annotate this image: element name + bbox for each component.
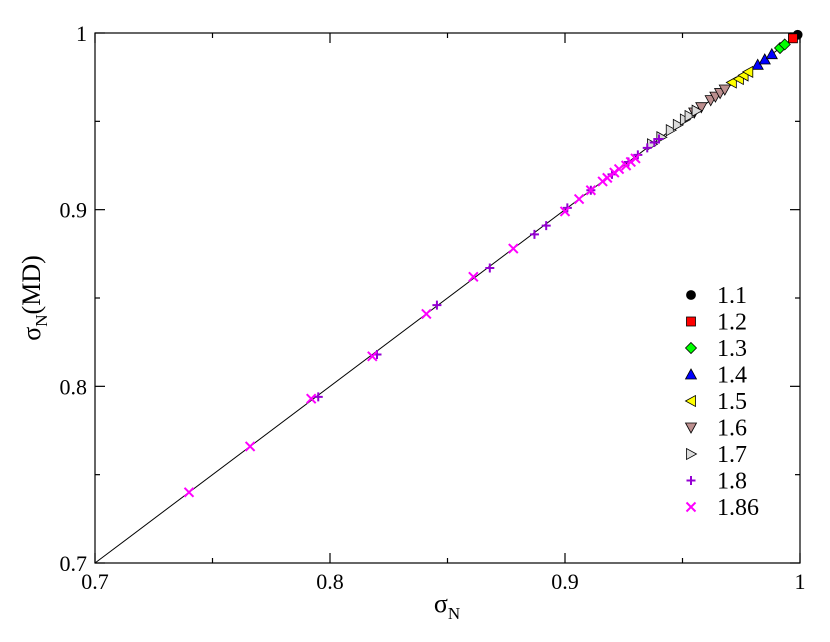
legend-label: 1.86 [717, 495, 759, 521]
scatter-point [573, 193, 585, 205]
scatter-point [541, 221, 551, 231]
legend-marker [686, 476, 696, 485]
x-label-subscript: N [448, 604, 460, 623]
legend-label: 1.7 [717, 442, 747, 468]
scatter-point [602, 172, 613, 184]
scatter-point [725, 76, 737, 89]
scatter-point [613, 163, 625, 175]
legend-label: 1.3 [717, 336, 747, 362]
legend-label: 1.1 [717, 283, 747, 309]
y-tick-label: 0.7 [60, 551, 88, 576]
scatter-point [529, 229, 539, 239]
scatter-point [244, 441, 256, 452]
scatter-point [468, 271, 479, 283]
x-label-symbol: σ [434, 589, 448, 618]
scatter-point [691, 104, 703, 117]
legend-marker [686, 290, 696, 300]
x-tick-label: 0.9 [551, 569, 579, 594]
scatter-point [421, 308, 432, 320]
scatter-point [367, 351, 378, 362]
scatter-point [649, 138, 659, 148]
legend-marker [684, 368, 698, 380]
x-axis-label: σN [434, 589, 460, 623]
legend-marker [686, 316, 696, 327]
scatter-point [485, 263, 495, 273]
scatter-point [585, 185, 597, 196]
y-axis-label: σN(MD) [17, 255, 51, 341]
y-tick-label: 0.8 [60, 374, 88, 399]
scatter-point [559, 206, 571, 217]
scatter-point [788, 33, 798, 44]
scatter-point [695, 102, 708, 114]
scatter-point [508, 243, 519, 254]
scatter-point [778, 38, 791, 51]
legend-label: 1.8 [717, 469, 747, 495]
scatter-point [630, 153, 641, 164]
scatter-point [432, 300, 442, 310]
x-tick-label: 0.7 [81, 569, 109, 594]
y-label-suffix: (MD) [17, 255, 46, 314]
legend-marker [685, 501, 697, 513]
legend-label: 1.2 [717, 310, 747, 336]
scatter-point [313, 392, 323, 402]
scatter-point [654, 134, 664, 144]
legend-label: 1.5 [717, 389, 747, 415]
scatter-point [665, 123, 678, 137]
scatter-point [672, 118, 685, 132]
y-tick-label: 1 [76, 21, 87, 46]
legend-marker [684, 422, 698, 434]
scatter-point [741, 65, 754, 79]
y-label-symbol: σ [17, 327, 46, 341]
scatter-point [718, 84, 731, 96]
legend-label: 1.6 [717, 416, 747, 442]
y-label-subscript: N [32, 314, 51, 326]
legend-label: 1.4 [717, 363, 747, 389]
scatter-point [305, 393, 317, 404]
legend-marker [684, 341, 698, 355]
legend-marker [686, 447, 698, 461]
x-tick-label: 1 [795, 569, 806, 594]
y-tick-label: 0.9 [60, 198, 88, 223]
scatter-point [183, 487, 195, 498]
scatter-point [765, 47, 778, 60]
scatter-point [684, 109, 696, 123]
legend-marker [684, 394, 696, 408]
x-tick-label: 0.8 [316, 569, 344, 594]
scatter-point [642, 143, 652, 153]
